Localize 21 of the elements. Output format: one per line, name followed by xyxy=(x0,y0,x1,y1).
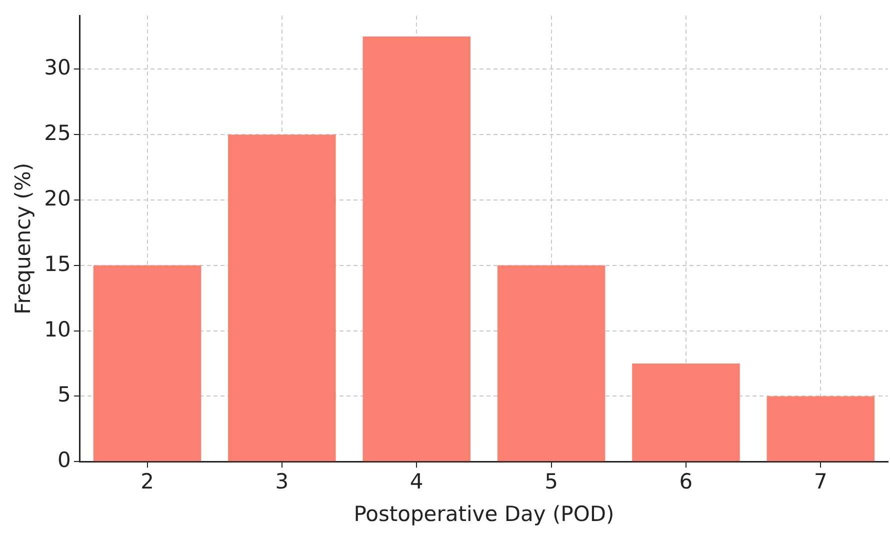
x-tick-label: 5 xyxy=(544,470,558,494)
x-tick-label: 2 xyxy=(140,470,154,494)
bar xyxy=(766,396,875,462)
x-tick-label: 4 xyxy=(410,470,424,494)
bar xyxy=(93,265,202,462)
bar xyxy=(497,265,606,462)
bar xyxy=(632,364,740,462)
y-tick-label: 30 xyxy=(44,56,71,80)
x-tick-label: 3 xyxy=(275,470,289,494)
x-tick-label: 6 xyxy=(679,470,693,494)
x-tick-label: 7 xyxy=(814,470,828,494)
x-axis-title: Postoperative Day (POD) xyxy=(354,502,614,526)
y-tick-label: 5 xyxy=(58,382,71,407)
y-tick-label: 15 xyxy=(44,252,71,276)
y-tick-label: 10 xyxy=(44,317,71,342)
y-tick-label: 20 xyxy=(44,186,71,210)
bar xyxy=(362,36,470,462)
y-tick-label: 0 xyxy=(58,448,71,472)
y-tick-label: 25 xyxy=(44,121,71,146)
bar xyxy=(228,134,336,462)
y-axis-title: Frequency (%) xyxy=(11,162,36,314)
